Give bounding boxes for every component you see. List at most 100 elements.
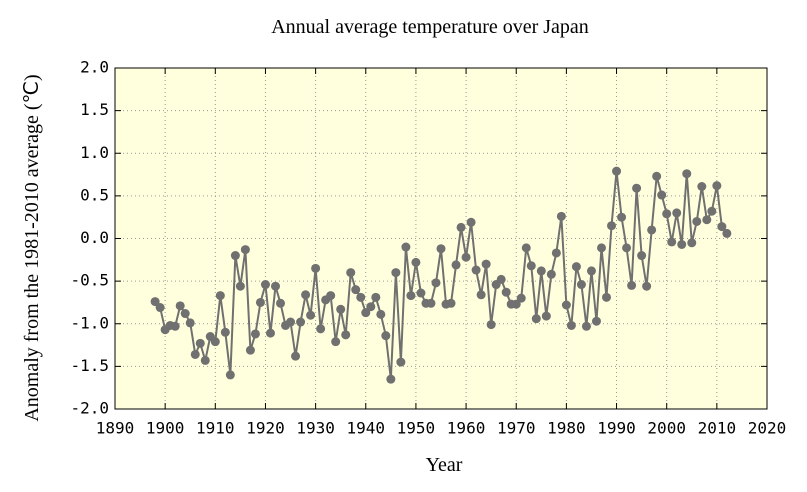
- point: [496, 274, 506, 284]
- x-tick-label: 1930: [296, 419, 335, 438]
- point: [195, 338, 205, 348]
- point: [607, 221, 617, 231]
- point: [291, 351, 301, 361]
- point: [697, 181, 707, 191]
- y-axis-label: Anomaly from the 1981-2010 average (℃): [21, 74, 43, 421]
- point: [652, 171, 662, 181]
- point: [406, 291, 416, 301]
- point: [286, 317, 296, 327]
- point: [692, 216, 702, 226]
- x-tick-label: 2010: [698, 419, 737, 438]
- point: [476, 290, 486, 300]
- point: [220, 327, 230, 337]
- point: [516, 293, 526, 303]
- point: [596, 243, 606, 253]
- point: [637, 251, 647, 261]
- point: [235, 281, 245, 291]
- x-tick-label: 1990: [597, 419, 636, 438]
- point: [361, 308, 371, 318]
- point: [446, 298, 456, 308]
- point: [541, 311, 551, 321]
- point: [200, 355, 210, 365]
- point: [210, 337, 220, 347]
- point: [657, 190, 667, 200]
- chart-title: Annual average temperature over Japan: [271, 16, 589, 38]
- x-axis-label: Year: [426, 454, 463, 476]
- point: [431, 278, 441, 288]
- point: [230, 251, 240, 261]
- point: [331, 337, 341, 347]
- point: [531, 314, 541, 324]
- point: [215, 291, 225, 301]
- x-tick-label: 1940: [347, 419, 386, 438]
- point: [416, 288, 426, 298]
- point: [356, 292, 366, 302]
- x-tick-label: 2020: [748, 419, 787, 438]
- x-tick-label: 1950: [397, 419, 436, 438]
- point: [276, 298, 286, 308]
- plot-frame: [114, 67, 768, 410]
- point: [586, 266, 596, 276]
- point: [341, 330, 351, 340]
- point: [647, 225, 657, 235]
- point: [426, 298, 436, 308]
- point: [180, 309, 190, 319]
- x-tick-label: 1970: [497, 419, 536, 438]
- point: [371, 292, 381, 302]
- x-tick-label: 1900: [146, 419, 185, 438]
- point: [185, 318, 195, 328]
- point: [707, 206, 717, 216]
- point: [260, 280, 270, 290]
- point: [712, 181, 722, 191]
- point: [536, 266, 546, 276]
- point: [155, 303, 165, 313]
- x-tick-label: 1920: [246, 419, 285, 438]
- y-tick-label: 1.0: [80, 143, 109, 162]
- point: [717, 222, 727, 232]
- point: [687, 238, 697, 248]
- point: [255, 297, 265, 307]
- point: [617, 212, 627, 222]
- x-tick-label: 1980: [547, 419, 586, 438]
- point: [190, 349, 200, 359]
- point: [366, 302, 376, 312]
- point: [511, 299, 521, 309]
- y-tick-label: 1.5: [80, 100, 109, 119]
- point: [471, 265, 481, 275]
- point: [326, 291, 336, 301]
- point: [411, 257, 421, 267]
- point: [526, 261, 536, 271]
- point: [301, 290, 311, 300]
- point: [481, 259, 491, 269]
- x-tick-label: 2000: [647, 419, 686, 438]
- point: [316, 324, 326, 334]
- point: [456, 222, 466, 232]
- point: [546, 269, 556, 279]
- point: [667, 237, 677, 247]
- point: [672, 208, 682, 218]
- point: [622, 243, 632, 253]
- point: [311, 263, 321, 273]
- point: [381, 331, 391, 341]
- point: [250, 329, 260, 339]
- point: [581, 321, 591, 331]
- point: [336, 304, 346, 314]
- y-tick-label: 0.5: [80, 185, 109, 204]
- point: [627, 280, 637, 290]
- point: [436, 244, 446, 254]
- point: [722, 228, 732, 238]
- point: [551, 248, 561, 258]
- point: [265, 328, 275, 338]
- point: [576, 280, 586, 290]
- point: [396, 357, 406, 367]
- point: [486, 320, 496, 330]
- y-tick-label: 2.0: [80, 58, 109, 77]
- point: [702, 215, 712, 225]
- point: [270, 281, 280, 291]
- point: [662, 209, 672, 219]
- point: [351, 285, 361, 295]
- y-tick-label: -0.5: [70, 271, 109, 290]
- point: [296, 317, 306, 327]
- point: [245, 345, 255, 355]
